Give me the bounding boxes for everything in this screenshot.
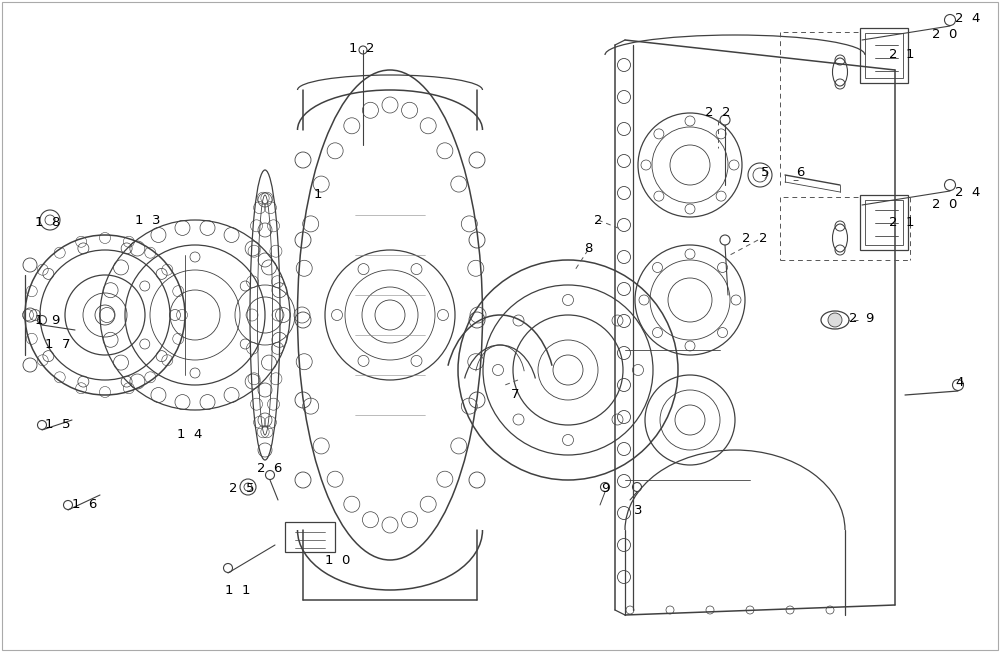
Text: 1  6: 1 6: [72, 499, 98, 512]
Text: 1  1: 1 1: [225, 584, 251, 597]
Text: 9: 9: [601, 481, 609, 494]
Text: 2  4: 2 4: [955, 12, 981, 25]
Text: 2  9: 2 9: [849, 312, 875, 325]
Text: 2  1: 2 1: [889, 48, 915, 61]
Text: 1  7: 1 7: [45, 338, 71, 351]
Bar: [860, 28, 908, 83]
Text: 2  2: 2 2: [705, 106, 731, 119]
Text: 2  1: 2 1: [889, 216, 915, 228]
Text: 6: 6: [796, 166, 804, 179]
Text: 1  2: 1 2: [349, 42, 375, 55]
Text: 2: 2: [594, 213, 602, 226]
Text: 8: 8: [584, 241, 592, 254]
Text: 2  5: 2 5: [229, 481, 255, 494]
Text: 2  4: 2 4: [955, 186, 981, 198]
Text: 1  4: 1 4: [177, 428, 203, 441]
Bar: [285, 522, 335, 552]
Text: 5: 5: [761, 166, 769, 179]
Text: 1  5: 1 5: [45, 419, 71, 432]
Text: 2  0: 2 0: [932, 29, 958, 42]
Text: 4: 4: [956, 376, 964, 389]
Text: 1  3: 1 3: [135, 213, 161, 226]
Text: 2  2: 2 2: [742, 231, 768, 244]
Text: 7: 7: [511, 389, 519, 402]
Text: 1  8: 1 8: [35, 216, 61, 228]
Bar: [860, 195, 908, 250]
Text: 2  6: 2 6: [257, 462, 283, 475]
Bar: [865, 200, 903, 245]
Text: 2  0: 2 0: [932, 198, 958, 211]
Text: 1: 1: [314, 188, 322, 201]
Bar: [865, 33, 903, 78]
Text: 1  9: 1 9: [35, 314, 61, 327]
Text: 3: 3: [634, 503, 642, 516]
Circle shape: [828, 313, 842, 327]
Text: 1  0: 1 0: [325, 554, 351, 567]
